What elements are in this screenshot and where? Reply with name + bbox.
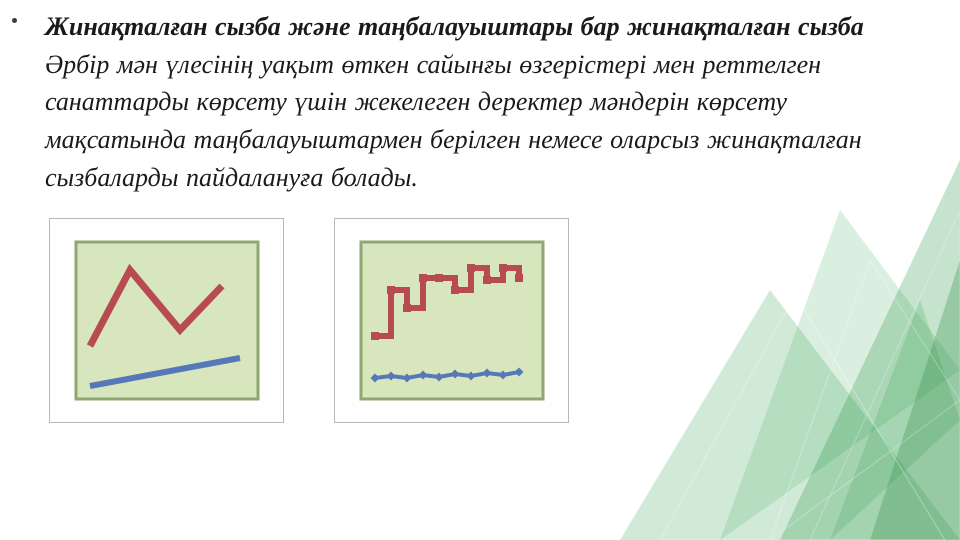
stacked-line-markers-icon [357,238,547,403]
chart-thumb-stacked-line [49,218,284,423]
body-text: Әрбір мән үлесінің уақыт өткен сайынғы ө… [45,50,862,192]
content-block: Жинақталған сызба және таңбалауыштары ба… [0,0,960,423]
bullet-icon [12,18,17,23]
stacked-line-icon [72,238,262,403]
paragraph: Жинақталған сызба және таңбалауыштары ба… [45,8,920,196]
bold-title: Жинақталған сызба және таңбалауыштары ба… [45,12,864,41]
slide: Жинақталған сызба және таңбалауыштары ба… [0,0,960,540]
thumbnail-row [45,218,920,423]
chart-thumb-stacked-line-markers [334,218,569,423]
